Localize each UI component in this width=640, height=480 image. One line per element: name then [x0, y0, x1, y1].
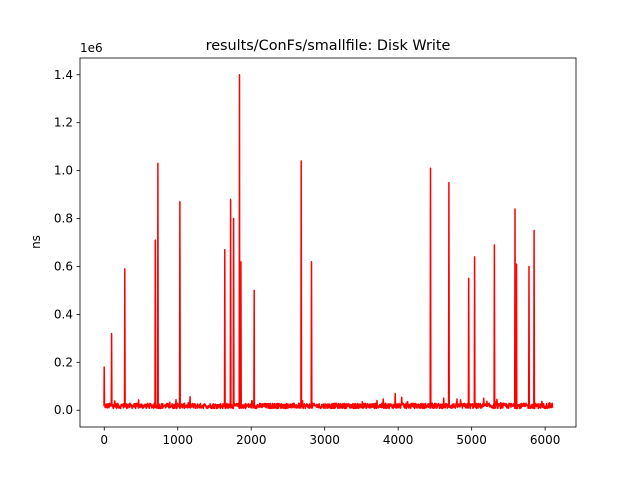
x-tick-label: 3000	[309, 433, 340, 447]
data-spike	[154, 239, 157, 406]
data-spike	[533, 229, 536, 406]
axes-frame	[79, 57, 577, 428]
y-tick-label: 0.4	[54, 307, 73, 321]
chart-title: results/ConFs/smallfile: Disk Write	[206, 38, 451, 54]
data-spike	[223, 248, 226, 406]
data-spike	[493, 244, 496, 406]
x-tick-label: 1000	[162, 433, 193, 447]
y-tick-label: 1.0	[54, 164, 73, 178]
y-tick-label: 1.2	[54, 116, 73, 130]
data-spike	[123, 268, 126, 406]
y-offset-text: 1e6	[80, 41, 103, 55]
data-spike	[229, 198, 232, 406]
data-spike	[473, 256, 476, 406]
data-spike	[527, 265, 531, 406]
data-spike	[253, 289, 256, 406]
data-spike	[447, 181, 450, 406]
data-spike	[300, 160, 303, 406]
x-tick-label: 0	[100, 433, 108, 447]
x-tick-label: 5000	[456, 433, 487, 447]
data-spike	[513, 208, 517, 406]
y-axis-label: ns	[29, 235, 43, 249]
data-spike	[238, 74, 241, 406]
data-spike	[394, 392, 397, 406]
x-tick-label: 4000	[383, 433, 414, 447]
data-spike	[239, 260, 242, 406]
data-spike	[156, 162, 159, 406]
axis-ticks: 0 1000 2000 3000 4000 5000 6000 0.0 0.2 0.4 0.6 0.8…	[54, 68, 561, 447]
data-spike	[515, 263, 518, 406]
y-tick-label: 0.6	[54, 259, 73, 273]
data-spike	[110, 332, 113, 406]
data-spike	[178, 201, 181, 406]
data-spike	[310, 260, 313, 406]
data-spike	[467, 277, 470, 406]
y-tick-label: 0.0	[54, 403, 73, 417]
y-tick-label: 0.2	[54, 355, 73, 369]
y-tick-label: 1.4	[54, 68, 73, 82]
plot-area	[103, 74, 554, 410]
data-spike	[103, 366, 106, 406]
x-tick-label: 6000	[530, 433, 561, 447]
data-spike	[232, 217, 235, 406]
x-tick-label: 2000	[236, 433, 267, 447]
data-spike	[429, 167, 432, 406]
y-tick-label: 0.8	[54, 212, 73, 226]
